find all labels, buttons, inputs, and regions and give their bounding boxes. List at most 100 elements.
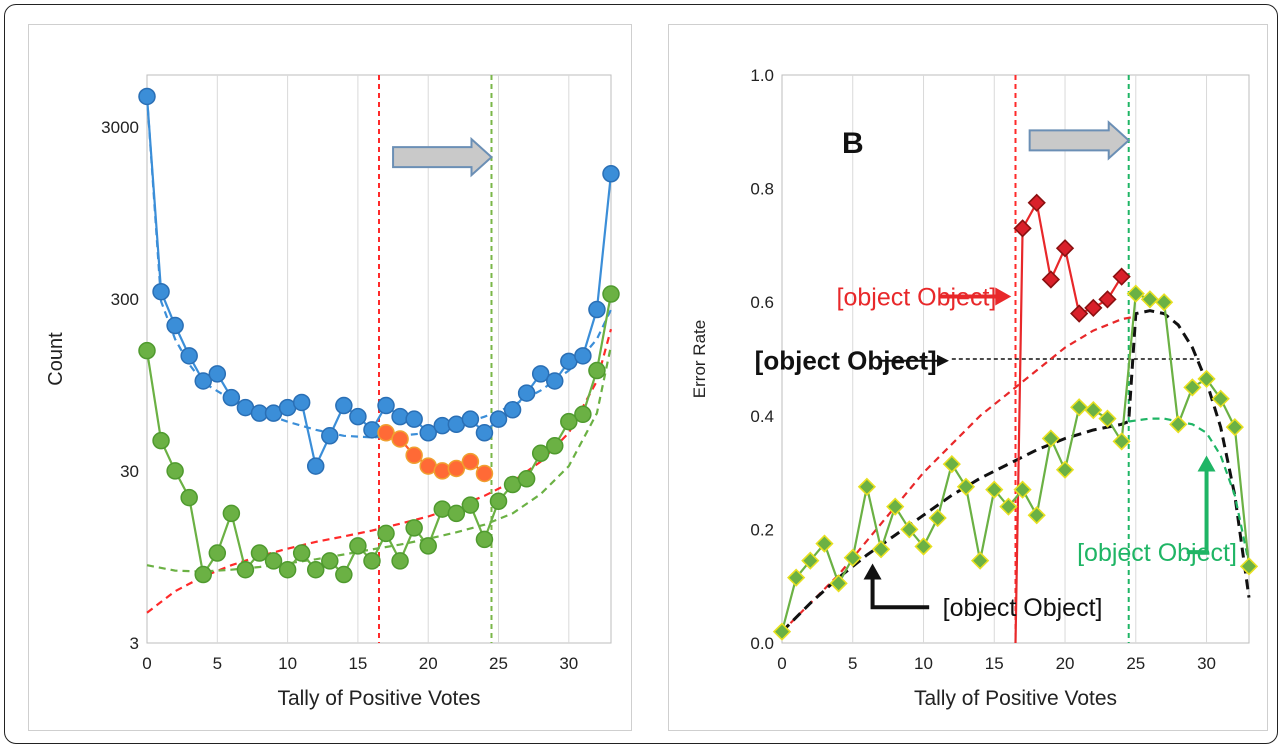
- x-tick-label: 30: [559, 654, 578, 673]
- data-point: [602, 285, 620, 303]
- data-point: [461, 410, 480, 428]
- data-point: [1126, 284, 1145, 303]
- data-point: [180, 347, 198, 365]
- data-point: [1183, 378, 1202, 397]
- data-point: [405, 519, 423, 537]
- data-point: [391, 430, 409, 448]
- x-tick-label: 10: [914, 654, 933, 673]
- data-point: [278, 560, 297, 579]
- annotation-refined: [object Object]: [1077, 539, 1237, 567]
- panel-label: B: [842, 127, 864, 160]
- y-tick-label: 1.0: [750, 66, 774, 85]
- annotation-composite: [object Object]: [943, 594, 1103, 622]
- x-tick-label: 0: [777, 654, 786, 673]
- data-point: [292, 544, 311, 562]
- data-point: [801, 551, 820, 570]
- data-point: [208, 365, 227, 383]
- x-tick-label: 30: [1197, 654, 1216, 673]
- data-point: [829, 574, 848, 593]
- fit-curve: [1128, 417, 1251, 564]
- x-tick-label: 15: [985, 654, 1004, 673]
- series-line: [145, 96, 613, 470]
- x-axis-title: Tally of Positive Votes: [277, 687, 480, 710]
- chart-b-svg: 0 5 10 15 20 25 30 0.0 0.2 0.4 0.6 0.8 1.0 Tally of P…: [690, 66, 1259, 710]
- y-tick-label: 0.4: [750, 407, 774, 426]
- data-point: [574, 347, 592, 365]
- data-point: [405, 446, 423, 465]
- data-point: [152, 431, 170, 450]
- data-point: [1041, 270, 1061, 289]
- series-line: [780, 292, 1251, 632]
- data-point: [1169, 415, 1188, 434]
- data-point: [433, 462, 452, 480]
- y-tick-label: 0.0: [750, 634, 774, 653]
- y-axis-title: Error Rate: [690, 320, 709, 398]
- x-tick-label: 0: [142, 654, 151, 673]
- data-point: [152, 282, 170, 301]
- y-tick-label: 30: [120, 462, 139, 481]
- composite-arrow-head: [863, 563, 882, 580]
- data-point: [405, 410, 423, 428]
- data-point: [503, 401, 522, 419]
- naive-arrow-head: [995, 287, 1012, 306]
- data-point: [970, 551, 990, 570]
- data-point: [419, 537, 437, 555]
- data-point: [166, 462, 184, 480]
- data-point: [857, 477, 877, 496]
- y-tick-label: 300: [111, 290, 139, 309]
- y-tick-label: 0.2: [750, 520, 774, 539]
- data-point: [1055, 460, 1075, 479]
- data-point: [999, 497, 1018, 516]
- data-point: [1013, 480, 1032, 499]
- data-point: [306, 457, 325, 475]
- data-point: [447, 459, 466, 478]
- data-point: [1070, 304, 1089, 323]
- data-point: [250, 544, 269, 562]
- data-point: [194, 565, 212, 584]
- data-point: [942, 454, 961, 474]
- data-point: [391, 552, 409, 570]
- data-point: [222, 504, 241, 523]
- data-point: [531, 444, 550, 463]
- data-point: [363, 421, 381, 439]
- half-arrow-head: [936, 354, 949, 367]
- data-point: [546, 437, 564, 455]
- data-point: [475, 530, 494, 549]
- y-tick-label: 0.8: [750, 180, 774, 199]
- data-point: [1140, 290, 1160, 309]
- data-point: [292, 393, 311, 412]
- data-point: [1098, 290, 1117, 309]
- data-point: [489, 492, 508, 510]
- data-point: [1239, 557, 1259, 576]
- y-tick-label: 3: [130, 634, 139, 653]
- data-point: [1084, 298, 1103, 318]
- x-tick-label: 15: [348, 654, 367, 673]
- data-point: [180, 488, 198, 507]
- panel-a: 0 5 10 15 20 25 30 3 30 300 3000 Tally of Positive …: [28, 24, 632, 731]
- data-point: [843, 548, 862, 567]
- data-point: [166, 316, 184, 335]
- data-point: [349, 407, 367, 426]
- data-point: [194, 372, 212, 390]
- data-point: [1098, 409, 1117, 428]
- data-point: [222, 388, 241, 407]
- data-point: [363, 552, 381, 570]
- refined-arrow-shaft: [1186, 467, 1209, 555]
- data-point: [1013, 219, 1032, 238]
- data-point: [928, 508, 947, 528]
- refined-arrow-head: [1197, 455, 1216, 472]
- data-point: [1112, 432, 1131, 451]
- data-point: [588, 361, 606, 380]
- x-tick-label: 20: [419, 654, 438, 673]
- x-tick-label: 20: [1056, 654, 1075, 673]
- data-point: [138, 87, 156, 106]
- data-point: [236, 560, 255, 579]
- data-point: [1197, 369, 1216, 389]
- data-point: [787, 568, 806, 587]
- data-point: [900, 520, 919, 539]
- data-point: [447, 504, 466, 523]
- data-point: [208, 544, 227, 562]
- x-tick-label: 25: [489, 654, 508, 673]
- data-point: [1055, 239, 1075, 258]
- data-point: [306, 560, 325, 579]
